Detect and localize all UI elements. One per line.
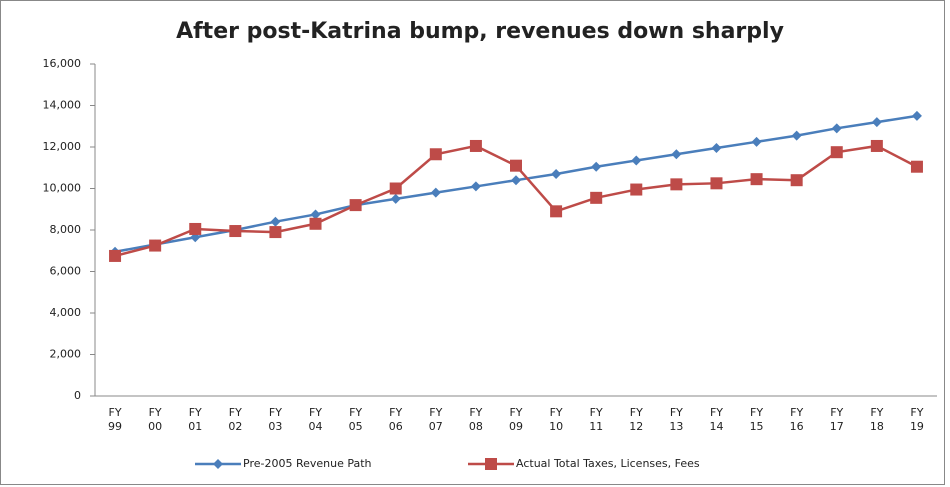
point	[429, 148, 442, 161]
x-tick-label: FY 11	[589, 406, 604, 433]
y-tick-label: 12,000	[43, 140, 82, 153]
point	[790, 174, 803, 187]
point	[269, 226, 282, 239]
point	[831, 123, 842, 134]
x-tick-label: FY 17	[829, 406, 844, 433]
x-tick-label: FY 15	[749, 406, 764, 433]
y-tick-label: 14,000	[43, 99, 82, 112]
point	[511, 175, 521, 186]
legend-marker	[213, 459, 223, 469]
x-tick-label: FY 18	[869, 406, 884, 433]
x-tick-label: FY 13	[669, 406, 684, 433]
x-tick-label: FY 02	[228, 406, 243, 433]
point	[270, 216, 281, 227]
x-tick-label: FY 03	[268, 406, 283, 433]
point	[349, 199, 362, 212]
x-tick-label: FY 05	[348, 406, 363, 433]
x-tick-label: FY 10	[549, 406, 564, 433]
x-tick-label: FY 09	[509, 406, 523, 433]
x-tick-label: FY 01	[188, 406, 203, 433]
y-tick-label: 8,000	[50, 223, 82, 236]
x-tick-label: FY 99	[108, 406, 123, 433]
y-tick-label: 4,000	[50, 306, 82, 319]
point	[389, 182, 402, 195]
point	[751, 136, 762, 147]
point	[750, 173, 763, 186]
x-tick-label: FY 06	[388, 406, 403, 433]
point	[590, 191, 603, 204]
point	[430, 187, 441, 198]
point	[871, 117, 882, 128]
point	[911, 110, 922, 121]
point	[470, 181, 481, 192]
point	[710, 177, 723, 190]
point	[711, 143, 722, 154]
x-tick-label: FY 19	[909, 406, 924, 433]
point	[229, 225, 242, 238]
legend-marker	[485, 458, 497, 470]
y-tick-label: 6,000	[50, 265, 82, 278]
x-tick-label: FY 16	[789, 406, 804, 433]
y-tick-label: 0	[74, 389, 81, 402]
point	[469, 139, 482, 152]
legend-label: Pre-2005 Revenue Path	[243, 457, 372, 470]
point	[791, 130, 802, 141]
point	[310, 209, 321, 220]
point	[830, 146, 843, 159]
point	[670, 178, 683, 191]
point	[550, 205, 563, 218]
point	[910, 160, 923, 173]
y-tick-label: 16,000	[43, 57, 82, 70]
x-tick-label: FY 08	[468, 406, 483, 433]
point	[510, 159, 522, 172]
point	[631, 155, 642, 166]
x-tick-label: FY 12	[629, 406, 644, 433]
y-tick-label: 2,000	[50, 348, 82, 361]
point	[189, 222, 202, 235]
point	[591, 161, 602, 172]
point	[309, 217, 322, 230]
point	[671, 149, 682, 160]
point	[630, 183, 643, 196]
x-tick-label: FY 04	[308, 406, 323, 433]
point	[551, 168, 562, 179]
point	[149, 239, 162, 252]
point	[109, 249, 122, 262]
legend-label: Actual Total Taxes, Licenses, Fees	[516, 457, 700, 470]
x-tick-label: FY 14	[709, 406, 724, 433]
x-tick-label: FY 00	[148, 406, 163, 433]
y-tick-label: 10,000	[43, 182, 82, 195]
point	[390, 193, 401, 204]
x-tick-label: FY 07	[428, 406, 443, 433]
point	[870, 139, 883, 152]
chart-title: After post-Katrina bump, revenues down s…	[176, 19, 784, 44]
